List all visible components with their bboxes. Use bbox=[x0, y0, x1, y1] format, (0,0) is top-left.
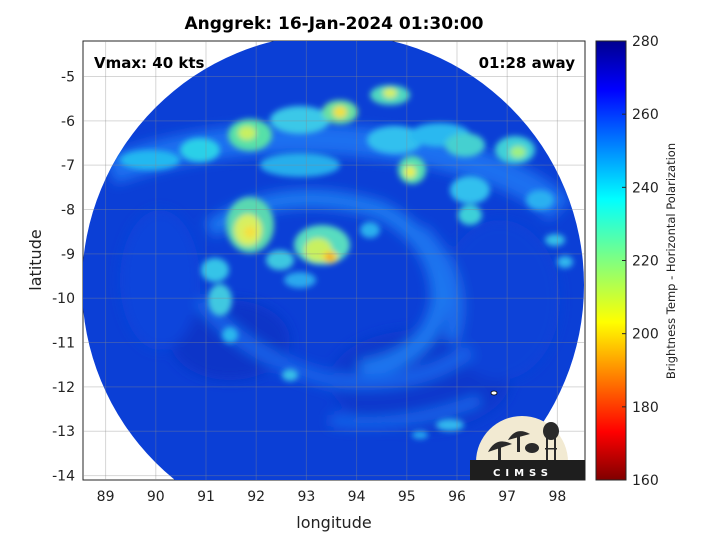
colorbar-tick-label: 220 bbox=[632, 254, 659, 270]
y-tick-label: -11 bbox=[52, 336, 75, 352]
x-tick-label: 91 bbox=[197, 489, 215, 505]
x-tick-label: 97 bbox=[498, 489, 516, 505]
cimss-logo: CIMSS bbox=[470, 416, 585, 480]
x-tick-label: 94 bbox=[348, 489, 366, 505]
x-tick-label: 92 bbox=[247, 489, 265, 505]
colorbar-tick-label: 160 bbox=[632, 473, 659, 489]
x-tick-label: 98 bbox=[548, 489, 566, 505]
colorbar-label: Brightness Temp - Horizontal Polarizatio… bbox=[664, 143, 678, 379]
y-tick-labels: -5 -6 -7 -8 -9 -10 -11 -12 -13 -14 bbox=[52, 69, 75, 484]
y-tick-label: -6 bbox=[61, 114, 75, 130]
x-tick-labels: 89 90 91 92 93 94 95 96 97 98 bbox=[97, 489, 567, 505]
y-tick-label: -9 bbox=[61, 247, 75, 263]
x-tick-label: 90 bbox=[147, 489, 165, 505]
artifact-marker bbox=[490, 390, 498, 396]
y-tick-label: -14 bbox=[52, 469, 75, 485]
colorbar bbox=[595, 40, 627, 481]
colorbar-tick-label: 260 bbox=[632, 107, 659, 123]
map-title: Anggrek: 16-Jan-2024 01:30:00 bbox=[184, 14, 483, 34]
y-tick-label: -8 bbox=[61, 203, 75, 219]
y-tick-label: -13 bbox=[52, 424, 75, 440]
y-axis-label: latitude bbox=[26, 229, 45, 290]
y-tick-label: -12 bbox=[52, 380, 75, 396]
x-tick-label: 93 bbox=[297, 489, 315, 505]
colorbar-tick-label: 280 bbox=[632, 34, 659, 50]
x-tick-label: 89 bbox=[97, 489, 115, 505]
brightness-temp-swath bbox=[83, 41, 584, 480]
x-axis-label: longitude bbox=[296, 513, 371, 532]
map-grid bbox=[83, 41, 585, 480]
x-tick-label: 95 bbox=[398, 489, 416, 505]
y-tick-label: -5 bbox=[61, 69, 75, 85]
colorbar-tick-label: 240 bbox=[632, 180, 659, 196]
y-tick-label: -10 bbox=[52, 291, 75, 307]
vmax-label: Vmax: 40 kts bbox=[94, 54, 204, 72]
colorbar-tick-labels: 280 260 240 220 200 180 160 bbox=[622, 34, 659, 489]
x-tick-label: 96 bbox=[448, 489, 466, 505]
colorbar-tick-label: 200 bbox=[632, 327, 659, 343]
y-tick-label: -7 bbox=[61, 158, 75, 174]
away-label: 01:28 away bbox=[479, 54, 576, 72]
cimss-logo-text: CIMSS bbox=[493, 468, 553, 479]
colorbar-tick-label: 180 bbox=[632, 400, 659, 416]
